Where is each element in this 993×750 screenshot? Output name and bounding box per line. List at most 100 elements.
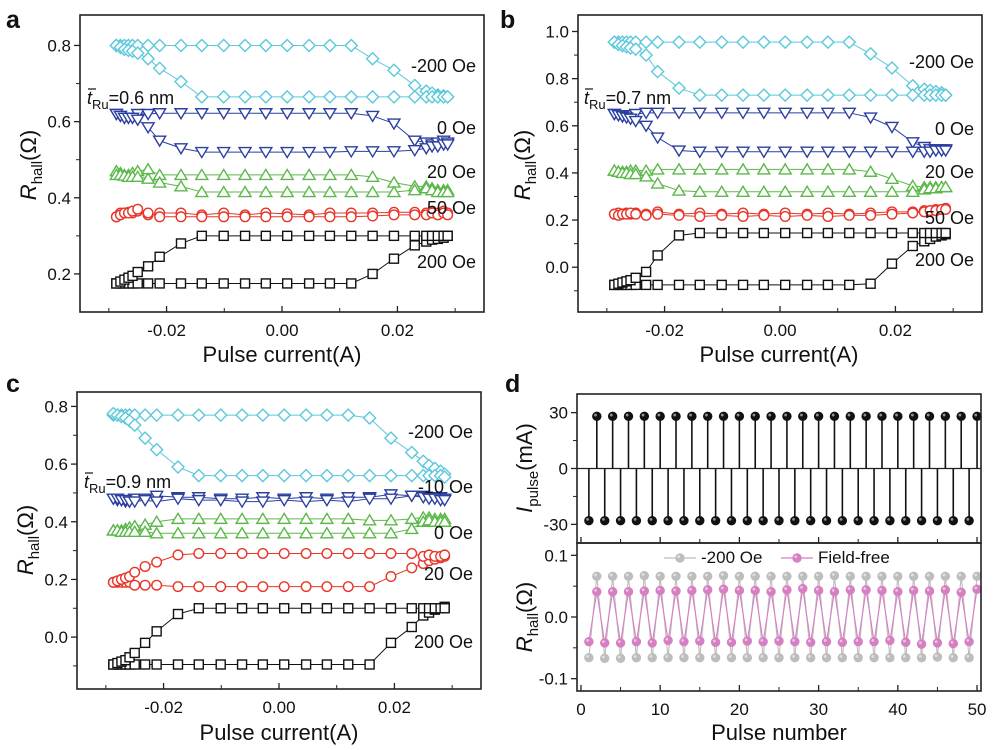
pulse-point-highlight — [815, 413, 819, 417]
series-line — [113, 414, 445, 475]
pulse-point-highlight — [879, 413, 883, 417]
pulse-point — [893, 411, 903, 422]
data-point — [737, 279, 749, 291]
data-point-highlight — [879, 573, 883, 577]
data-point-highlight — [926, 573, 930, 577]
data-point — [774, 636, 784, 646]
data-point — [171, 408, 185, 423]
data-point — [671, 586, 681, 596]
data-point — [142, 207, 154, 219]
data-point — [829, 587, 840, 597]
data-point-highlight — [594, 573, 597, 577]
data-point — [777, 162, 793, 175]
data-point — [801, 209, 813, 221]
y-tick-label: 0.6 — [47, 113, 71, 132]
y-tick-label: 0.2 — [47, 265, 71, 284]
series-label: 20 Oe — [427, 162, 476, 182]
data-point-highlight — [839, 639, 843, 643]
series-label: -200 Oe — [411, 56, 476, 76]
pulse-point — [750, 411, 760, 422]
data-point — [152, 108, 167, 121]
data-point-highlight — [720, 572, 724, 576]
data-point — [756, 184, 772, 197]
data-point-highlight — [934, 640, 938, 643]
data-point — [726, 637, 737, 647]
data-point — [972, 584, 982, 594]
data-point-highlight — [974, 586, 978, 590]
series-label: 0 Oe — [437, 118, 476, 138]
data-point — [843, 209, 855, 221]
pulse-point — [916, 515, 927, 526]
data-point — [777, 184, 793, 197]
data-point — [623, 587, 634, 597]
data-point — [907, 240, 918, 252]
y-axis-title: Rhall(Ω) — [510, 130, 540, 200]
data-point — [281, 278, 293, 289]
data-point — [344, 108, 359, 121]
data-point — [822, 227, 834, 239]
data-point-highlight — [918, 641, 922, 645]
data-point — [301, 168, 317, 181]
data-point — [300, 659, 312, 670]
thickness-annotation: tRu=0.7 nm — [584, 88, 671, 112]
data-point — [174, 74, 188, 89]
data-point — [726, 653, 737, 663]
data-point — [407, 78, 422, 93]
series--200-Oe — [109, 38, 455, 104]
data-point — [255, 468, 270, 483]
data-point — [365, 169, 380, 183]
pulse-point-highlight — [934, 517, 938, 521]
data-point — [884, 171, 900, 185]
pulse-point-highlight — [625, 413, 629, 417]
data-point-highlight — [934, 654, 938, 658]
data-point — [615, 653, 626, 664]
data-point — [861, 585, 871, 595]
data-point — [853, 653, 863, 663]
y-tick-label: 0.6 — [44, 455, 68, 474]
data-point — [194, 168, 210, 181]
data-point — [344, 168, 359, 181]
data-point — [341, 526, 356, 539]
data-point-highlight — [705, 573, 708, 577]
pulse-point — [726, 515, 737, 526]
data-point — [149, 526, 164, 539]
data-point — [640, 209, 652, 221]
data-point — [607, 587, 618, 597]
pulse-point — [600, 515, 610, 526]
pulse-point — [615, 515, 626, 526]
data-point — [687, 585, 697, 596]
data-point-highlight — [918, 655, 922, 658]
pulse-point-highlight — [800, 413, 803, 417]
data-point — [301, 185, 317, 198]
data-point-highlight — [617, 655, 621, 659]
data-point — [127, 524, 142, 538]
pulse-point — [663, 515, 673, 526]
data-point — [695, 653, 705, 663]
data-point — [798, 571, 808, 582]
pulse-point — [710, 515, 721, 526]
data-point-highlight — [895, 589, 898, 592]
data-point — [255, 512, 271, 525]
data-point — [127, 418, 142, 433]
data-point — [932, 638, 943, 648]
data-point-highlight — [712, 655, 716, 658]
data-point — [790, 636, 800, 647]
data-point — [865, 227, 876, 239]
data-point-highlight — [657, 587, 661, 591]
series-20-Oe — [607, 162, 953, 197]
data-point — [592, 587, 602, 597]
data-point-highlight — [705, 587, 708, 590]
data-point — [215, 547, 227, 559]
data-point — [142, 278, 154, 289]
data-point — [137, 524, 153, 538]
data-point-highlight — [776, 655, 780, 658]
data-point — [672, 35, 686, 50]
data-point — [692, 162, 708, 175]
data-point — [383, 513, 399, 526]
data-point — [234, 526, 250, 539]
y-axis-title: Rhall(Ω) — [16, 130, 46, 200]
data-point — [300, 547, 312, 559]
pulse-point — [607, 411, 618, 422]
series-label: 50 Oe — [925, 208, 974, 228]
data-point — [175, 238, 187, 249]
